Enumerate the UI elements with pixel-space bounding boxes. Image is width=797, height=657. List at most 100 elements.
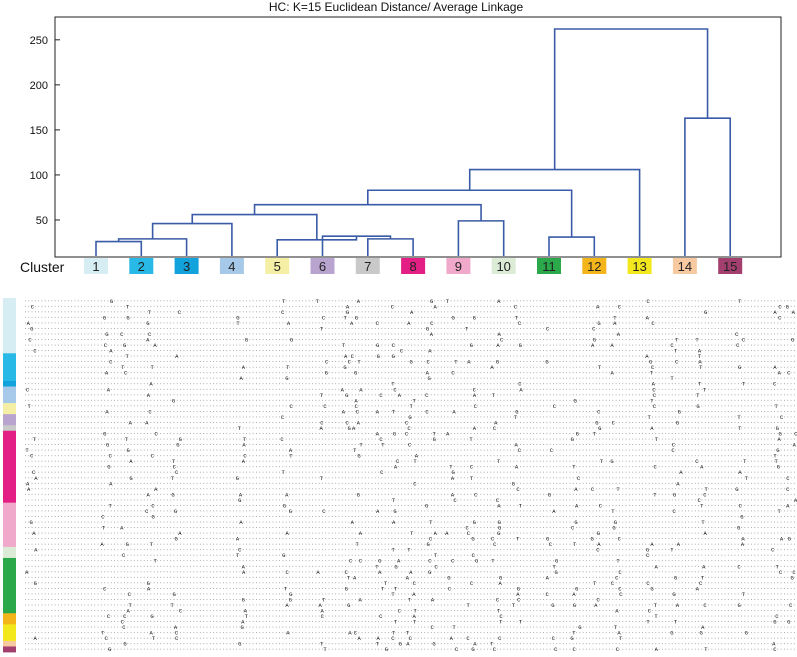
variant-base: T [654, 613, 658, 620]
variant-base: A [34, 547, 38, 554]
variant-base: C [321, 613, 325, 620]
row-cluster-color [3, 331, 16, 338]
variant-base: G [597, 320, 600, 327]
row-cluster-color [3, 557, 16, 564]
variant-base: C [325, 359, 329, 366]
variant-base: A [357, 298, 361, 305]
variant-base: G [110, 298, 113, 305]
variant-base: G [176, 442, 179, 449]
variant-base: C [697, 497, 701, 504]
variant-base: A [431, 596, 435, 603]
variant-base: C [425, 408, 429, 415]
variant-base: T [465, 325, 469, 332]
variant-base: G [129, 475, 132, 482]
variant-base: T [394, 619, 398, 626]
variant-base: A [646, 314, 650, 321]
variant-base: G [597, 530, 600, 537]
variant-base: A [147, 585, 151, 592]
variant-base: T [289, 453, 293, 460]
variant-base: A [178, 530, 182, 537]
variant-base: T [452, 624, 456, 631]
variant-base: T [512, 602, 516, 609]
variant-base: G [738, 602, 741, 609]
variant-base: A [741, 536, 745, 543]
variant-base: G [573, 602, 576, 609]
variant-base: T [572, 630, 576, 637]
variant-base: C [618, 569, 622, 576]
variant-base: T [737, 414, 741, 421]
variant-base: A [698, 348, 702, 355]
variant-base: A [236, 536, 240, 543]
variant-base: C [103, 585, 107, 592]
variant-base: G [105, 331, 108, 338]
variant-base: T [449, 464, 453, 471]
variant-base: C [121, 619, 125, 626]
variant-base: A [376, 408, 380, 415]
variant-base: C [320, 419, 324, 426]
variant-base: A [650, 541, 654, 548]
cluster-label-7: 7 [364, 259, 371, 274]
variant-base: C [280, 436, 284, 443]
variant-base: T [700, 502, 704, 509]
row-cluster-color [3, 347, 16, 354]
variant-base: C [379, 436, 383, 443]
variant-base: C [742, 336, 746, 343]
variant-base: C [28, 336, 32, 343]
variant-base: T [394, 585, 398, 592]
variant-base: T [654, 602, 658, 609]
row-cluster-color [3, 392, 16, 398]
variant-base: C [646, 552, 650, 559]
variant-base: C [794, 431, 797, 438]
variant-base: G [595, 419, 598, 426]
variant-base: A [244, 608, 248, 615]
variant-base: C [786, 486, 790, 493]
variant-base: A [105, 408, 109, 415]
variant-base: G [433, 436, 436, 443]
variant-base: G [778, 431, 781, 438]
variant-base: G [551, 602, 554, 609]
variant-base: C [32, 469, 36, 476]
variant-base: A [794, 497, 797, 504]
variant-base: T [777, 508, 781, 515]
variant-base: C [773, 646, 777, 653]
variant-base: G [385, 646, 388, 653]
variant-base: T [745, 475, 749, 482]
variant-base: G [773, 619, 776, 626]
variant-base: G [546, 536, 549, 543]
row-cluster-color [3, 320, 16, 327]
cluster-swatch-9 [446, 258, 471, 274]
row-cluster-color [3, 574, 16, 581]
variant-base: C [430, 320, 434, 327]
variant-base: T [516, 536, 520, 543]
row-cluster-color [3, 436, 16, 443]
variant-base: A [392, 519, 396, 526]
variant-base: A [129, 419, 133, 426]
variant-base: G [393, 508, 396, 515]
variant-base: A [494, 419, 498, 426]
variant-base: C [400, 348, 404, 355]
y-tick-label-200: 200 [30, 80, 48, 92]
variant-base: C [546, 325, 550, 332]
variant-base: A [406, 574, 410, 581]
y-tick-label-100: 100 [30, 170, 48, 182]
variant-base: G [152, 513, 155, 520]
variant-base: A [376, 508, 380, 515]
variant-base: A [153, 342, 157, 349]
variant-base: T [619, 635, 623, 642]
cluster-color-bar [3, 298, 16, 653]
variant-base: T [128, 602, 132, 609]
variant-base: A [428, 348, 432, 355]
variant-base: G [614, 519, 617, 526]
plot-frame [54, 16, 782, 258]
variant-base: T [776, 563, 780, 570]
variant-base: A [145, 419, 149, 426]
cluster-swatch-1 [84, 258, 108, 274]
cluster-label-3: 3 [183, 259, 190, 274]
variant-base: G [425, 502, 428, 509]
variant-base: A [434, 530, 438, 537]
variant-base: C [549, 541, 553, 548]
row-cluster-color [3, 430, 16, 437]
variant-base: C [518, 320, 522, 327]
variant-base: C [425, 392, 429, 399]
variant-base: G [343, 364, 346, 371]
